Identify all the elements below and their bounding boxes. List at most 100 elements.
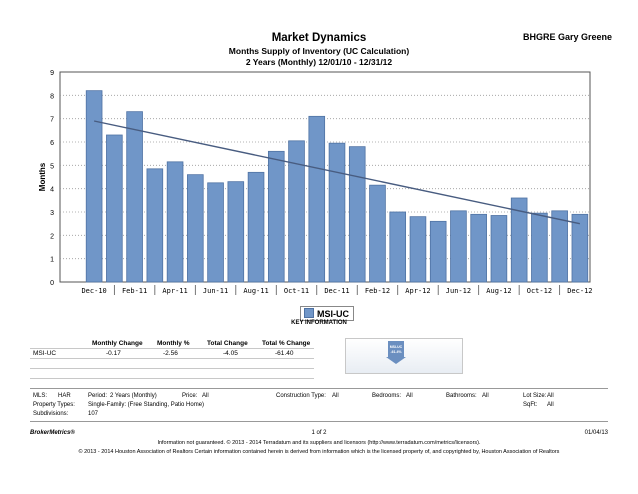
col-monthly-change: Monthly Change bbox=[92, 340, 143, 347]
disclaimer-terradatum: Information not guaranteed. © 2013 - 201… bbox=[157, 440, 481, 446]
x-tick-label: Aug-12 bbox=[486, 287, 511, 295]
criteria-top-rule bbox=[30, 388, 608, 389]
period-value: 2 Years (Monthly) bbox=[110, 393, 157, 399]
value-total-change: -4.05 bbox=[223, 350, 238, 357]
page-number: 1 of 2 bbox=[311, 430, 327, 436]
y-axis-label: Months bbox=[38, 162, 47, 191]
chart-title: Market Dynamics bbox=[271, 32, 367, 44]
x-tick-label: Oct-12 bbox=[527, 287, 552, 295]
value-total-percent-change: -61.40 bbox=[275, 350, 294, 357]
bar-Jul-12 bbox=[470, 213, 487, 283]
y-tick-label: 5 bbox=[50, 163, 54, 170]
subdivisions-value: 107 bbox=[88, 411, 99, 417]
table-row-rule-3 bbox=[30, 378, 314, 379]
col-total-change: Total Change bbox=[207, 340, 248, 347]
y-tick-label: 6 bbox=[50, 140, 54, 147]
bedrooms-label: Bedrooms: bbox=[372, 393, 402, 399]
bar-May-11 bbox=[187, 174, 204, 283]
price-value: All bbox=[202, 393, 209, 399]
mls-label: MLS: bbox=[33, 393, 48, 399]
key-information-heading: KEY INFORMATION bbox=[291, 320, 347, 326]
thumb-label: MSI-UC bbox=[389, 345, 403, 349]
price-label: Price: bbox=[182, 393, 198, 399]
down-arrow-icon: MSI-UC -61.4% bbox=[386, 341, 406, 364]
bathrooms-value: All bbox=[482, 393, 489, 399]
table-row-rule bbox=[30, 358, 314, 359]
value-monthly-change: -0.17 bbox=[106, 350, 121, 357]
msi-bar-chart: 0 1 2 3 4 5 6 7 8 9 Months Dec-10 Feb-11 Apr-11 Jun-11… bbox=[38, 70, 593, 295]
x-tick-label: Feb-11 bbox=[122, 287, 147, 295]
value-monthly-percent: -2.56 bbox=[163, 350, 178, 357]
bedrooms-value: All bbox=[406, 393, 413, 399]
bar-Feb-11 bbox=[126, 111, 143, 283]
thumb-percent: -61.4% bbox=[390, 350, 402, 354]
legend-label: MSI-UC bbox=[317, 309, 349, 319]
sqft-value: All bbox=[547, 402, 554, 408]
subdivisions-label: Subdivisions: bbox=[33, 411, 69, 417]
bar-Jul-11 bbox=[227, 181, 245, 283]
sqft-label: SqFt: bbox=[523, 402, 538, 408]
legend-swatch bbox=[304, 308, 314, 318]
bar-Nov-11 bbox=[308, 115, 326, 283]
mls-value: HAR bbox=[58, 393, 71, 399]
bar-Sep-12 bbox=[510, 197, 528, 283]
x-tick-label: Apr-11 bbox=[162, 287, 187, 295]
bathrooms-label: Bathrooms: bbox=[446, 393, 477, 399]
change-thumbnail bbox=[345, 338, 463, 374]
y-tick-label: 0 bbox=[50, 280, 54, 287]
legend: MSI-UC bbox=[300, 306, 354, 321]
y-tick-label: 7 bbox=[50, 117, 54, 124]
lotsize-value: All bbox=[547, 393, 554, 399]
bar-Apr-12 bbox=[409, 216, 427, 283]
trend-line bbox=[93, 120, 581, 225]
table-header-rule bbox=[30, 348, 314, 349]
construction-value: All bbox=[332, 393, 339, 399]
agent-name: BHGRE Gary Greene bbox=[522, 32, 612, 42]
y-tick-label: 8 bbox=[50, 93, 54, 100]
x-tick-label: Jun-11 bbox=[203, 287, 228, 295]
bar-Mar-12 bbox=[389, 211, 407, 283]
col-monthly-percent: Monthly % bbox=[157, 340, 190, 347]
x-tick-label: Dec-10 bbox=[81, 287, 106, 295]
period-label: Period: bbox=[88, 393, 108, 399]
y-tick-label: 9 bbox=[50, 70, 54, 77]
bar-Oct-11 bbox=[288, 140, 305, 283]
bar-Aug-11 bbox=[247, 171, 265, 283]
bar-Dec-10 bbox=[85, 90, 103, 283]
y-tick-label: 4 bbox=[50, 187, 54, 194]
x-tick-label: Feb-12 bbox=[365, 287, 390, 295]
bar-Mar-11 bbox=[146, 168, 164, 283]
bar-Feb-12 bbox=[369, 184, 386, 283]
y-tick-label: 1 bbox=[50, 257, 54, 264]
col-total-percent-change: Total % Change bbox=[262, 340, 311, 347]
row-label: MSI-UC bbox=[33, 350, 57, 357]
y-tick-label: 3 bbox=[50, 210, 54, 217]
property-types-value: Single-Family: (Free Standing, Patio Hom… bbox=[88, 402, 205, 408]
lotsize-label: Lot Size: bbox=[523, 393, 547, 399]
bar-Jan-11 bbox=[106, 134, 123, 283]
disclaimer-har: © 2013 - 2014 Houston Association of Rea… bbox=[78, 449, 560, 455]
criteria-bottom-rule bbox=[30, 421, 608, 422]
x-tick-label: Jun-12 bbox=[446, 287, 471, 295]
table-row-rule-2 bbox=[30, 368, 314, 369]
brand-name: BrokerMetrics® bbox=[30, 430, 75, 436]
x-tick-label: Dec-12 bbox=[567, 287, 592, 295]
chart-subtitle-period: 2 Years (Monthly) 12/01/10 - 12/31/12 bbox=[245, 57, 393, 67]
bar-Dec-11 bbox=[328, 142, 346, 283]
bar-Apr-11 bbox=[166, 161, 184, 283]
property-types-label: Property Types: bbox=[33, 402, 75, 408]
x-tick-label: Aug-11 bbox=[243, 287, 268, 295]
chart-subtitle-measure: Months Supply of Inventory (UC Calculati… bbox=[228, 46, 410, 56]
bar-Nov-12 bbox=[551, 210, 568, 283]
bar-Dec-12 bbox=[571, 213, 589, 283]
x-tick-label: Apr-12 bbox=[405, 287, 430, 295]
bar-Jun-11 bbox=[207, 182, 224, 283]
report-date: 01/04/13 bbox=[584, 430, 608, 436]
bar-Jan-12 bbox=[348, 146, 366, 283]
bar-Jun-12 bbox=[450, 210, 467, 283]
x-tick-label: Dec-11 bbox=[324, 287, 349, 295]
bar-Aug-12 bbox=[490, 215, 508, 283]
y-tick-label: 2 bbox=[50, 233, 54, 240]
construction-label: Construction Type: bbox=[276, 393, 326, 399]
bar-May-12 bbox=[429, 220, 447, 283]
